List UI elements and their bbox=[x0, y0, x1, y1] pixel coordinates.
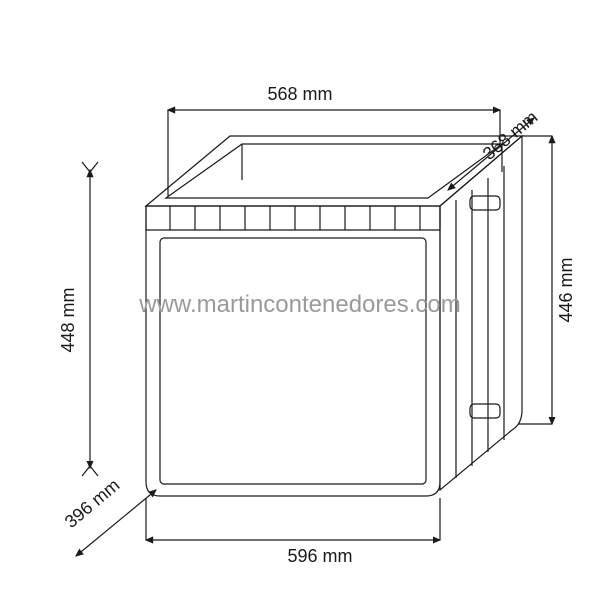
dim-top-depth: 368 mm bbox=[448, 107, 541, 190]
dim-top-width: 568 mm bbox=[168, 84, 500, 196]
dim-left-height: 448 mm bbox=[58, 162, 98, 476]
dim-top-width-label: 568 mm bbox=[267, 84, 332, 104]
dim-right-height-label: 446 mm bbox=[556, 257, 576, 322]
dim-bottom-width-label: 596 mm bbox=[287, 546, 352, 566]
dim-bottom-width: 596 mm bbox=[146, 498, 440, 566]
dim-bottom-depth-label: 396 mm bbox=[61, 475, 124, 532]
container-dimension-diagram: www.martincontenedores.com 568 mm 368 mm… bbox=[0, 0, 600, 600]
dim-bottom-depth: 396 mm bbox=[61, 475, 156, 556]
watermark-text: www.martincontenedores.com bbox=[138, 291, 460, 318]
dim-right-height: 446 mm bbox=[518, 136, 576, 424]
dim-left-height-label: 448 mm bbox=[58, 287, 78, 352]
